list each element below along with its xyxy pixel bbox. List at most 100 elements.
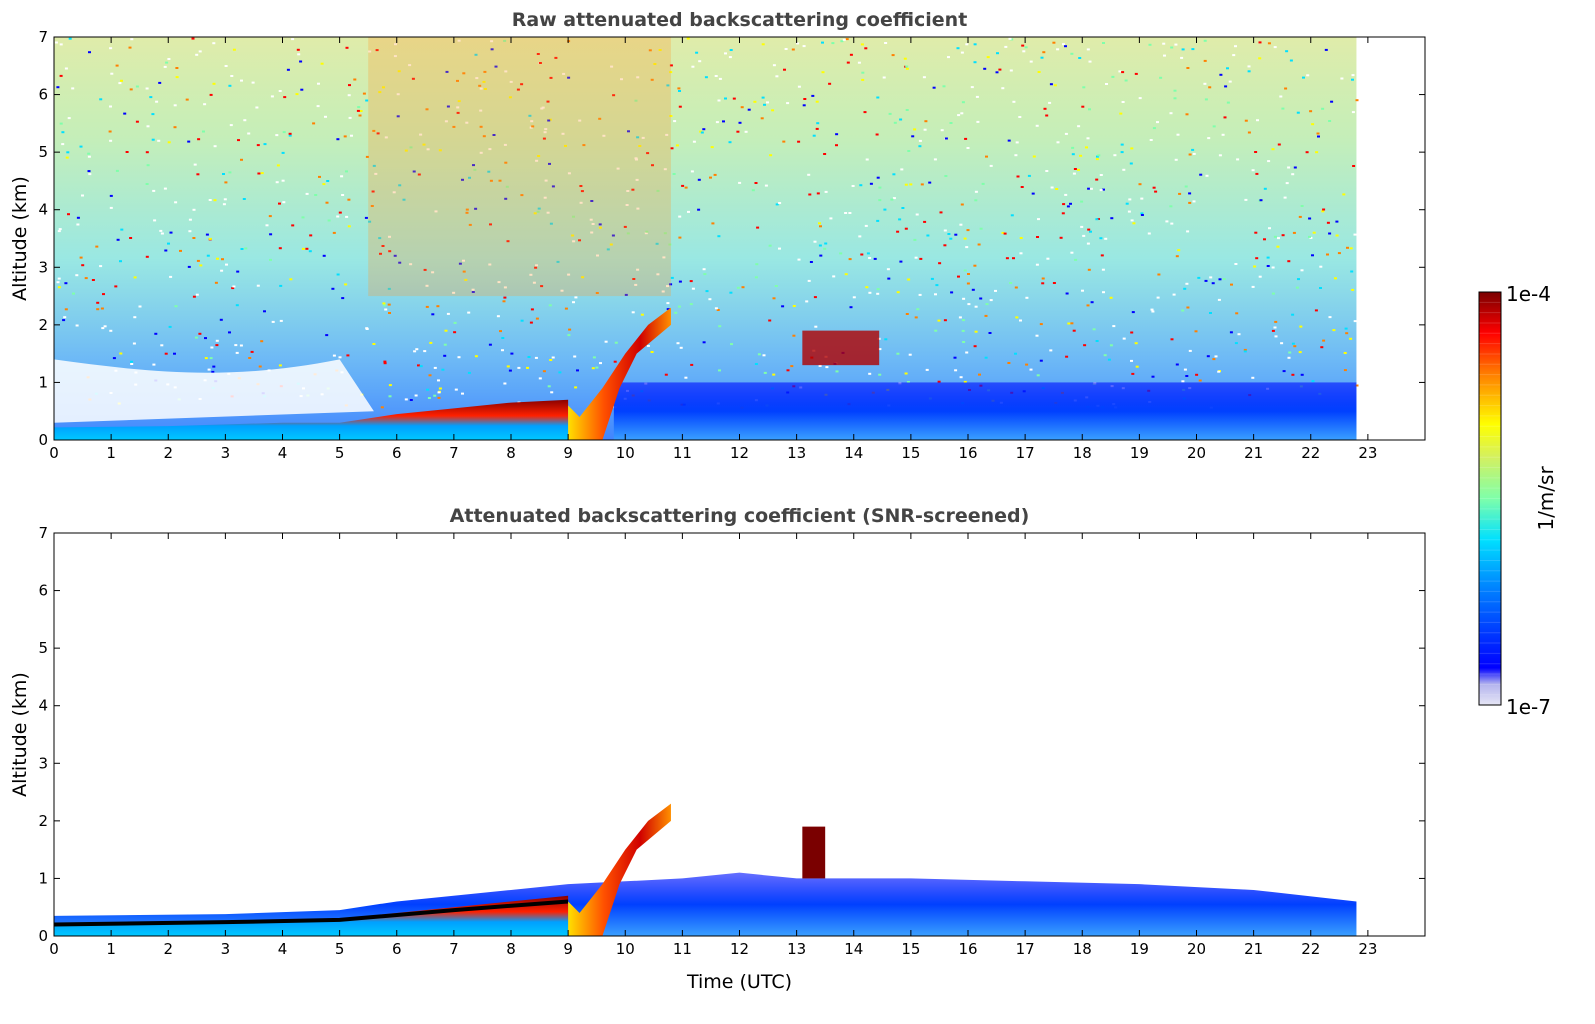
- noise-speckle: [674, 311, 678, 314]
- noise-speckle: [1351, 111, 1355, 114]
- noise-speckle: [1152, 127, 1156, 130]
- noise-speckle: [234, 344, 238, 347]
- noise-speckle: [1306, 74, 1310, 77]
- noise-speckle: [844, 212, 848, 214]
- noise-speckle: [301, 247, 305, 250]
- noise-speckle: [994, 289, 997, 292]
- raw-backscatter-panel: Raw attenuated backscattering coefficien…: [9, 9, 1426, 462]
- noise-speckle: [215, 344, 219, 347]
- noise-speckle: [1291, 373, 1295, 376]
- noise-speckle: [686, 37, 690, 40]
- noise-speckle: [564, 144, 567, 147]
- noise-speckle: [949, 237, 953, 240]
- noise-speckle: [995, 71, 999, 74]
- noise-speckle: [638, 145, 642, 147]
- noise-speckle: [1274, 335, 1278, 338]
- noise-speckle: [1188, 349, 1192, 352]
- noise-speckle: [964, 137, 968, 140]
- noise-speckle: [574, 296, 578, 299]
- noise-speckle: [145, 87, 149, 90]
- noise-speckle: [445, 70, 449, 73]
- noise-speckle: [957, 114, 961, 117]
- noise-speckle: [1169, 112, 1173, 115]
- noise-speckle: [579, 201, 583, 204]
- noise-speckle: [345, 215, 349, 218]
- noise-speckle: [772, 64, 776, 67]
- noise-speckle: [208, 237, 212, 240]
- noise-speckle: [666, 308, 670, 311]
- noise-speckle: [195, 53, 199, 56]
- noise-speckle: [702, 268, 706, 271]
- noise-speckle: [299, 60, 303, 63]
- noise-speckle: [152, 189, 156, 192]
- noise-speckle: [452, 125, 456, 128]
- noise-speckle: [1302, 76, 1305, 79]
- noise-speckle: [1105, 83, 1108, 85]
- noise-speckle: [88, 173, 92, 176]
- noise-speckle: [428, 374, 432, 377]
- noise-speckle: [192, 237, 196, 239]
- noise-speckle: [129, 237, 133, 239]
- noise-speckle: [979, 297, 983, 300]
- snr-screened-panel: Attenuated backscattering coefficient (S…: [9, 505, 1426, 993]
- noise-speckle: [278, 247, 282, 250]
- noise-speckle: [309, 234, 313, 237]
- noise-speckle: [548, 304, 552, 307]
- noise-speckle: [783, 68, 786, 71]
- noise-speckle: [1056, 141, 1060, 144]
- noise-speckle: [404, 149, 408, 152]
- noise-speckle: [778, 202, 782, 204]
- noise-speckle: [216, 257, 219, 260]
- noise-speckle: [1280, 342, 1284, 345]
- noise-speckle: [220, 269, 224, 272]
- noise-speckle: [888, 112, 892, 115]
- noise-speckle: [669, 64, 673, 67]
- noise-speckle: [939, 211, 943, 214]
- noise-speckle: [977, 243, 981, 246]
- x-tick-label: 8: [506, 940, 516, 958]
- noise-speckle: [989, 299, 993, 302]
- noise-speckle: [434, 210, 438, 213]
- noise-speckle: [687, 210, 690, 213]
- noise-speckle: [212, 365, 216, 368]
- noise-speckle: [152, 363, 156, 366]
- noise-speckle: [1291, 313, 1295, 316]
- x-tick-label: 21: [1244, 940, 1263, 958]
- noise-speckle: [1095, 218, 1099, 221]
- noise-speckle: [656, 273, 660, 276]
- noise-speckle: [291, 224, 295, 227]
- noise-speckle: [462, 270, 466, 273]
- noise-speckle: [824, 190, 828, 193]
- noise-speckle: [1287, 356, 1291, 359]
- noise-speckle: [1230, 283, 1233, 286]
- noise-speckle: [535, 159, 539, 162]
- noise-speckle: [1069, 202, 1072, 205]
- noise-speckle: [1042, 51, 1046, 54]
- noise-speckle: [256, 144, 260, 147]
- noise-speckle: [263, 310, 266, 313]
- noise-speckle: [130, 38, 134, 41]
- noise-speckle: [378, 91, 382, 94]
- noise-speckle: [204, 357, 208, 360]
- noise-speckle: [388, 395, 392, 398]
- noise-speckle: [933, 158, 937, 161]
- noise-speckle: [1062, 43, 1065, 46]
- noise-speckle: [578, 239, 581, 242]
- noise-speckle: [814, 325, 818, 328]
- noise-speckle: [670, 276, 674, 279]
- noise-speckle: [213, 145, 217, 148]
- noise-speckle: [132, 342, 136, 345]
- noise-speckle: [865, 158, 869, 161]
- noise-speckle: [482, 135, 486, 138]
- noise-speckle: [437, 396, 441, 399]
- noise-speckle: [1340, 77, 1344, 80]
- noise-speckle: [347, 198, 351, 201]
- noise-speckle: [1005, 257, 1009, 260]
- noise-speckle: [904, 183, 908, 186]
- noise-speckle: [1099, 237, 1103, 240]
- noise-speckle: [1019, 237, 1023, 239]
- noise-speckle: [1079, 154, 1083, 157]
- noise-speckle: [832, 275, 836, 278]
- noise-speckle: [248, 357, 252, 359]
- noise-speckle: [823, 153, 827, 155]
